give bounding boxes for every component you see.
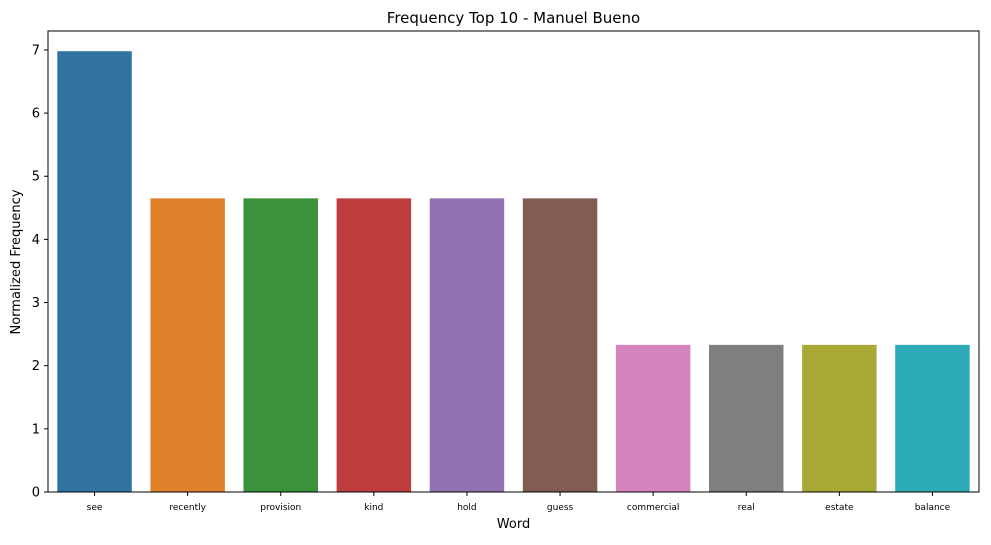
bar-kind <box>336 198 412 493</box>
x-tick-label-estate: estate <box>825 503 854 513</box>
x-tick-label-commercial: commercial <box>627 503 680 513</box>
bar-estate <box>802 344 877 492</box>
y-tick-label: 2 <box>32 359 40 374</box>
bar-recently <box>150 198 225 493</box>
bars-group <box>57 51 970 493</box>
bar-provision <box>243 198 318 493</box>
y-tick-label: 5 <box>32 170 40 185</box>
x-tick-label-see: see <box>87 503 103 513</box>
bar-hold <box>429 198 505 493</box>
x-tick-label-balance: balance <box>915 503 951 513</box>
bar-balance <box>895 344 970 492</box>
chart-title: Frequency Top 10 - Manuel Bueno <box>387 9 640 27</box>
y-tick-label: 1 <box>32 422 40 437</box>
x-axis: see recently provision kind hold guess commerc… <box>87 492 951 513</box>
x-tick-label-recently: recently <box>169 503 206 513</box>
x-tick-label-hold: hold <box>457 503 476 513</box>
bar-see <box>57 51 132 492</box>
bar-real <box>709 344 784 492</box>
y-tick-label: 7 <box>32 43 40 58</box>
x-axis-label: Word <box>497 517 530 532</box>
x-tick-label-kind: kind <box>364 503 383 513</box>
y-tick-label: 0 <box>32 486 40 501</box>
bar-guess <box>522 198 598 493</box>
plot-frame <box>47 30 980 493</box>
x-tick-label-provision: provision <box>260 503 301 513</box>
x-tick-label-real: real <box>738 503 755 513</box>
y-tick-label: 6 <box>32 107 40 122</box>
y-axis-label: Normalized Frequency <box>9 189 24 334</box>
bar-commercial <box>615 344 691 492</box>
y-axis: 0 1 2 3 4 5 6 7 <box>32 43 48 501</box>
x-tick-label-guess: guess <box>547 503 574 513</box>
y-tick-label: 3 <box>32 296 40 311</box>
y-tick-label: 4 <box>32 233 40 248</box>
